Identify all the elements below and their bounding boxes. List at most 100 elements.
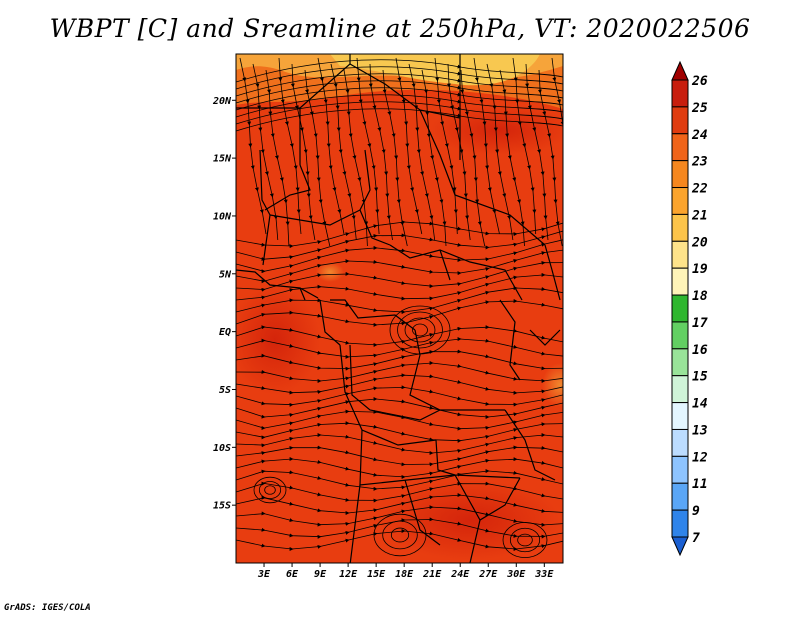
streamline-eddy [389,305,451,355]
colorbar-swatch [671,482,689,511]
colorbar-label: 7 [692,531,700,546]
colorbar-swatch [671,509,689,538]
streamline-eddy [517,533,533,547]
streamline [236,337,563,359]
streamline-eddy [253,476,287,504]
streamline-eddy [502,522,548,559]
field-warm-patch [236,285,320,395]
colorbar-swatch [671,348,689,377]
colorbar-label: 12 [692,450,708,465]
colorbar-label: 14 [692,397,708,412]
colorbar-swatch [671,160,689,189]
streamlines [236,57,591,559]
streamline-eddy [390,527,410,543]
colorbar-swatch [671,106,689,135]
colorbar-swatch [671,402,689,430]
grads-credit: GrADS: IGES/COLA [4,603,91,613]
colorbar-swatch [671,294,689,323]
streamline [236,101,563,125]
lon-label: 30E [506,569,526,580]
streamline [236,66,563,90]
colorbar-swatch [671,213,689,242]
colorbar-swatch [671,79,689,108]
streamline [565,64,591,240]
streamline-eddy [404,317,436,343]
lon-label: 6E [286,569,299,580]
streamline [236,73,563,97]
colorbar-label: 22 [691,182,708,197]
field-cool-spot [542,363,563,407]
streamline [499,69,525,247]
lat-label: 15N [213,154,232,165]
colorbar-label: 23 [691,155,708,170]
streamline [421,69,447,247]
streamline-eddy [412,323,428,337]
colorbar-label: 17 [692,316,708,331]
streamline [236,298,563,327]
streamline [236,94,563,118]
lon-label: 18E [395,569,414,580]
lon-label: 21E [422,569,442,580]
lat-label: 10N [213,211,232,222]
lon-label: 33E [534,569,554,580]
lat-label: 5N [219,269,232,280]
streamline [304,69,331,247]
streamline-eddy [509,527,541,553]
colorbar-label: 25 [691,101,708,116]
colorbar-label: 20 [691,235,708,250]
map-title: WBPT [C] and Sreamline at 250hPa, VT: 20… [49,14,751,43]
lon-label: 12E [339,569,358,580]
streamline [265,69,290,247]
colorbar-swatch [671,267,689,296]
colorbar-swatch [671,240,689,269]
colorbar-swatch [671,321,689,350]
colorbar-label: 16 [692,343,708,358]
colorbar-label: 15 [692,370,708,385]
country-border [544,244,561,301]
colorbar-swatch [671,455,689,484]
colorbar: 26 25 24 23 22 21 20 19 18 17 16 15 14 13 12 11 9 7 [671,60,708,557]
streamline [551,57,563,214]
lon-label: 9E [314,569,327,580]
streamline [382,69,408,247]
colorbar-label: 21 [691,208,708,223]
streamline [236,59,563,83]
colorbar-swatch [671,428,689,457]
colorbar-cap-top [671,60,689,81]
lon-label: 27E [478,569,498,580]
colorbar-label: 26 [691,74,708,89]
streamline-eddy [397,311,443,349]
lat-label: 5S [219,385,231,396]
longitude-labels: 3E 6E 9E 12E 15E 18E 21E 24E 27E 30E 33E [257,563,554,580]
colorbar-cap-bottom [671,536,689,557]
colorbar-label: 11 [692,477,708,492]
colorbar-swatch [671,375,689,404]
streamline-eddy [264,485,276,495]
streamline [236,87,563,111]
lat-label: 20N [212,96,232,107]
colorbar-label: 18 [692,289,708,304]
colorbar-swatch [671,133,689,162]
field-warm-patch [430,105,563,155]
streamline-eddy [382,520,418,550]
streamline [460,69,486,247]
streamline [236,108,563,132]
lon-label: 15E [367,569,386,580]
map-frame [235,53,564,564]
colorbar-swatch [671,187,689,215]
streamline-eddy [258,481,282,499]
lon-label: 3E [257,569,271,580]
streamline [343,69,369,247]
colorbar-label: 24 [691,128,708,143]
streamline [236,80,563,104]
lat-label: EQ [219,327,231,338]
colorbar-label: 13 [692,423,708,438]
lat-label: 10S [213,443,231,454]
colorbar-label: 9 [692,504,700,519]
streamline-eddy [373,513,427,557]
lon-label: 24E [450,569,470,580]
latitude-labels: 20N 15N 10N 5N EQ 5S 10S 15S [212,96,236,512]
lat-label: 15S [213,501,231,512]
colorbar-label: 19 [692,262,708,277]
